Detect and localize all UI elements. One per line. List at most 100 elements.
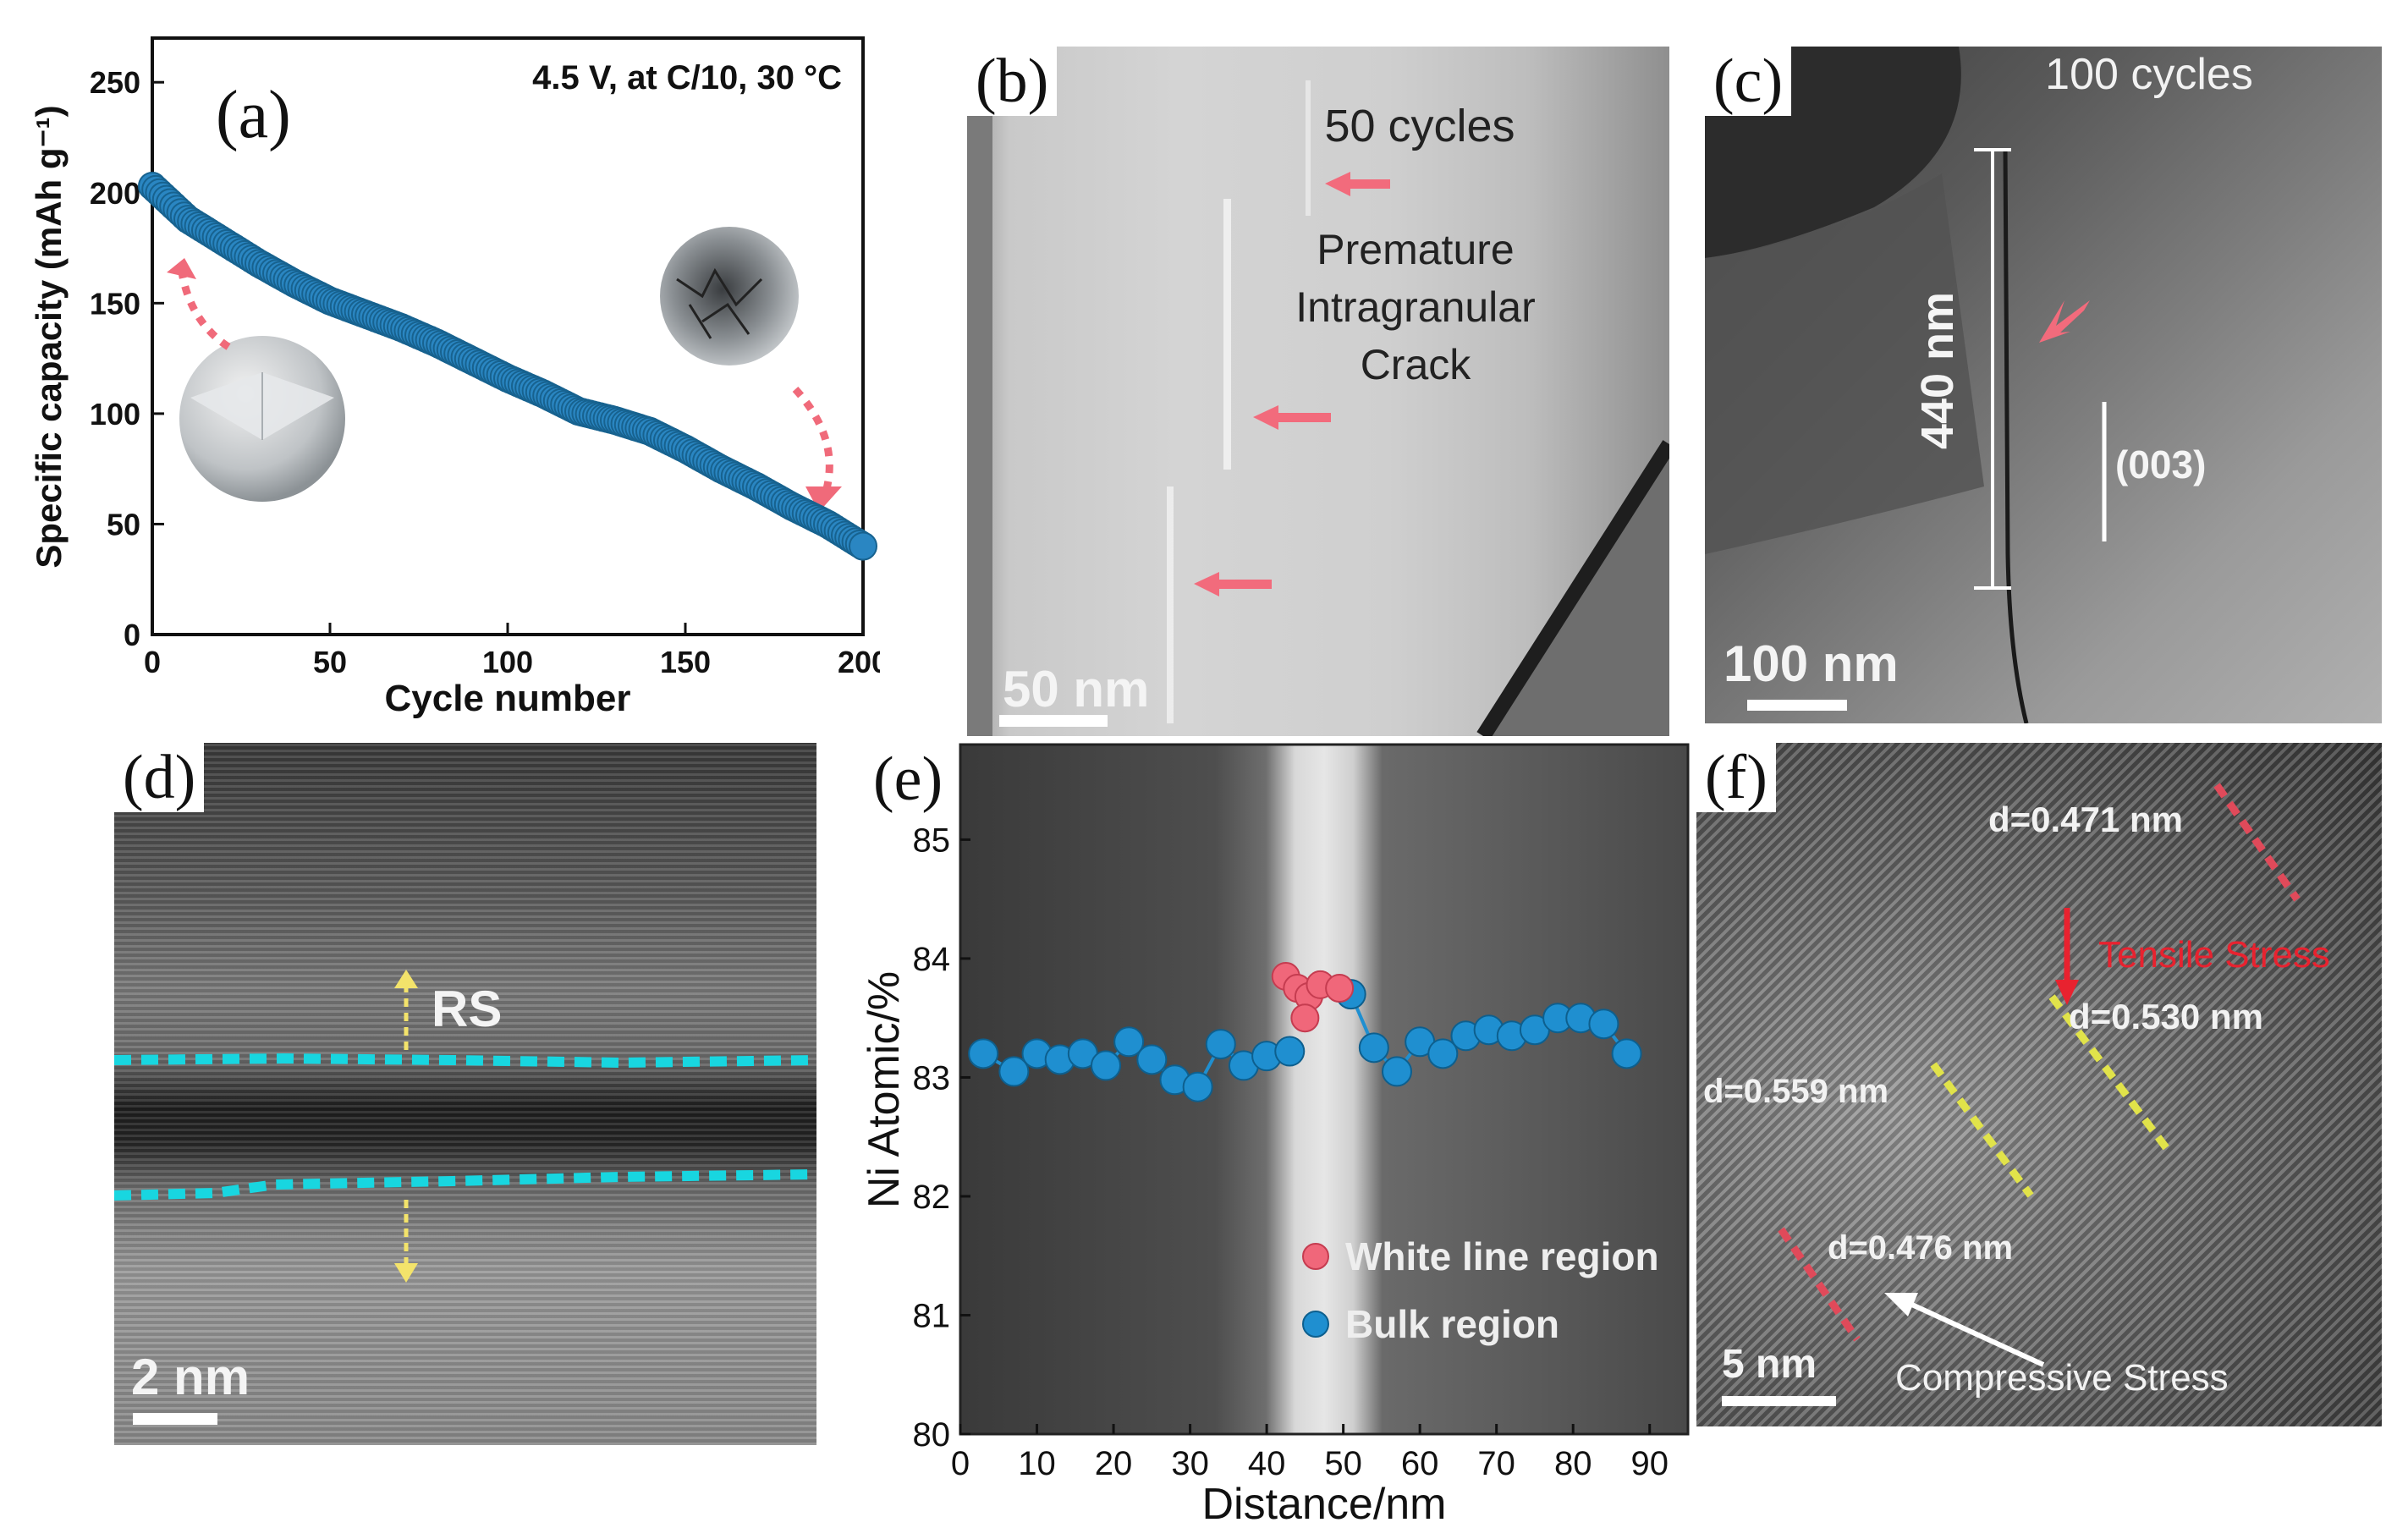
scale-bar-b xyxy=(999,715,1108,727)
lattice-marker-red xyxy=(2213,783,2301,902)
crack-line xyxy=(1223,199,1231,470)
y-tick-label: 84 xyxy=(913,941,951,978)
plane-label: (003) xyxy=(2115,442,2206,486)
capacity-chart: 0 50 100 150 200 0 50 100 150 200 250 4.5 V, at C/… xyxy=(29,36,880,719)
ni-series xyxy=(968,962,1642,1102)
scale-label-c: 100 nm xyxy=(1724,635,1899,692)
x-tick-label: 90 xyxy=(1630,1445,1669,1482)
data-point-bulk xyxy=(968,1038,999,1069)
scale-label-f: 5 nm xyxy=(1722,1342,1817,1387)
x-tick-label: 40 xyxy=(1248,1445,1286,1482)
x-tick-label: 20 xyxy=(1095,1445,1133,1482)
d-spacing-4: d=0.476 nm xyxy=(1828,1229,2013,1267)
cycles-label-c: 100 cycles xyxy=(2045,50,2253,99)
axis-ticks-a: 0 50 100 150 200 0 50 100 150 200 250 xyxy=(90,65,880,679)
scale-label-d: 2 nm xyxy=(131,1349,250,1405)
x-tick-label: 70 xyxy=(1477,1445,1515,1482)
length-label: 440 nm xyxy=(1912,292,1963,449)
crack-annotation-3: Crack xyxy=(1361,341,1472,388)
tensile-label: Tensile Stress xyxy=(2098,934,2330,976)
panel-label-d: (d) xyxy=(114,743,205,812)
x-tick-label: 80 xyxy=(1554,1445,1592,1482)
legend-label-bulk: Bulk region xyxy=(1345,1302,1559,1346)
lattice-marker-yellow xyxy=(2048,994,2174,1156)
lattice-marker-yellow xyxy=(1930,1062,2034,1198)
x-tick-label: 100 xyxy=(482,645,533,679)
y-tick-label: 82 xyxy=(913,1179,951,1216)
data-point-bulk xyxy=(998,1056,1030,1087)
compressive-arrow xyxy=(1894,1294,2045,1367)
panel-e: 0 10 20 30 40 50 60 70 80 90 80 81 82 83 84 85 White li… xyxy=(855,736,1692,1539)
sphere-inset-intact xyxy=(179,336,345,502)
scale-bar-d xyxy=(133,1413,217,1425)
x-axis-label-e: Distance/nm xyxy=(1202,1480,1447,1529)
y-axis-label-e: Ni Atomic/% xyxy=(860,971,909,1208)
boundary-line-upper xyxy=(114,1053,816,1069)
x-tick-label: 30 xyxy=(1171,1445,1209,1482)
x-tick-label: 0 xyxy=(144,645,161,679)
arrow-to-start xyxy=(178,272,231,350)
data-point-bulk xyxy=(1611,1038,1642,1069)
legend-e: White line region Bulk region xyxy=(1302,1234,1659,1346)
hrtem-image-f: d=0.471 nm Tensile Stress d=0.530 nm d=0… xyxy=(1703,783,2330,1406)
legend-label-white-line: White line region xyxy=(1345,1234,1659,1278)
data-point-bulk xyxy=(1113,1026,1145,1058)
crack-annotation-2: Intragranular xyxy=(1295,283,1536,331)
y-tick-label: 100 xyxy=(90,397,140,431)
d-spacing-1: d=0.471 nm xyxy=(1988,800,2183,839)
y-tick-label: 0 xyxy=(124,618,140,652)
scale-label-b: 50 nm xyxy=(1003,661,1149,717)
panel-b: 50 cycles Premature Intragranular Crack … xyxy=(967,47,1669,736)
x-tick-label: 10 xyxy=(1018,1445,1056,1482)
y-tick-label: 50 xyxy=(107,507,140,541)
compressive-label: Compressive Stress xyxy=(1895,1357,2229,1399)
condition-label: 4.5 V, at C/10, 30 °C xyxy=(532,59,842,96)
lattice-marker-red xyxy=(1778,1227,1861,1342)
cycles-label-b: 50 cycles xyxy=(1324,101,1515,151)
arrow-icon xyxy=(1253,405,1331,430)
panel-c: 440 nm (003) 100 cycles 100 nm (c) xyxy=(1705,47,2382,723)
panel-a: 0 50 100 150 200 0 50 100 150 200 250 4.5 V, at C/… xyxy=(0,0,880,736)
x-tick-label: 0 xyxy=(951,1445,970,1482)
data-point-bulk xyxy=(1136,1044,1168,1075)
data-point-bulk xyxy=(1205,1029,1236,1060)
arrow-icon xyxy=(1194,572,1272,596)
hrtem-image-d: RS 2 nm xyxy=(114,970,816,1425)
data-point-white-line xyxy=(1290,1003,1320,1033)
x-axis-label-a: Cycle number xyxy=(385,678,631,719)
panel-label-b: (b) xyxy=(967,47,1058,116)
region-label-rs: RS xyxy=(432,981,502,1037)
legend-marker-white-line xyxy=(1302,1243,1329,1270)
scale-bar-c xyxy=(1747,700,1847,711)
panel-label-a: (a) xyxy=(216,78,291,152)
crack-line xyxy=(2003,147,2029,723)
data-point-bulk xyxy=(1091,1050,1121,1081)
arrow-icon xyxy=(1325,172,1390,196)
arrow-to-end xyxy=(792,386,833,497)
crack-arrows xyxy=(1194,172,1390,596)
arrow-down-icon xyxy=(2055,980,2079,1005)
x-tick-label: 50 xyxy=(313,645,347,679)
y-tick-label: 85 xyxy=(913,822,951,859)
arrow-up-icon xyxy=(394,970,418,988)
data-point-bulk xyxy=(1427,1038,1459,1069)
x-tick-label: 150 xyxy=(660,645,711,679)
data-point-bulk xyxy=(1382,1056,1412,1087)
data-point-bulk xyxy=(1182,1071,1213,1102)
y-tick-label: 83 xyxy=(913,1059,951,1097)
x-tick-label: 200 xyxy=(838,645,880,679)
sphere-inset-cracked xyxy=(660,227,799,366)
scale-bar-f xyxy=(1722,1396,1836,1406)
crack-line xyxy=(1306,80,1311,216)
boundary-line-lower xyxy=(114,1169,816,1201)
y-axis-label-a: Specific capacity (mAh g⁻¹) xyxy=(29,105,69,568)
tem-image-c: 440 nm (003) 100 cycles 100 nm xyxy=(1705,47,2253,723)
d-spacing-3: d=0.559 nm xyxy=(1703,1073,1888,1110)
data-point-bulk xyxy=(1588,1009,1619,1040)
legend-marker-bulk xyxy=(1302,1311,1329,1338)
panel-label-e: (e) xyxy=(865,745,952,814)
panel-label-f: (f) xyxy=(1696,743,1776,812)
y-tick-label: 200 xyxy=(90,176,140,211)
crack-line xyxy=(1167,486,1174,723)
x-tick-label: 60 xyxy=(1401,1445,1439,1482)
